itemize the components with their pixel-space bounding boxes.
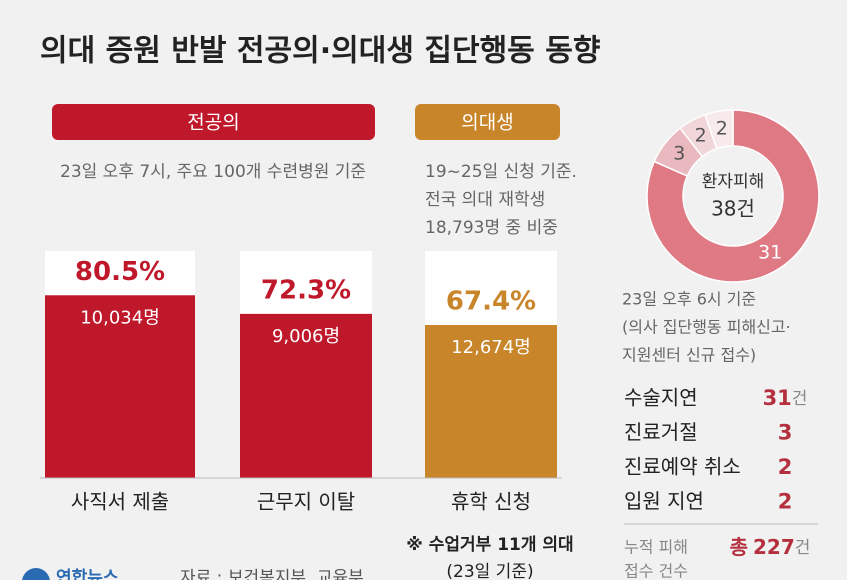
note: ※ 수업거부 11개 의대 [406, 535, 573, 555]
center-value: 38건 [711, 197, 755, 221]
list-value: 3 [778, 421, 793, 445]
group-caption: 18,793명 중 비중 [425, 218, 558, 238]
donut-slice [646, 109, 820, 283]
total-label: 접수 건수 [624, 562, 688, 580]
list-value: 2 [778, 455, 793, 479]
list-number: 31 [763, 386, 792, 410]
value-label: 67.4% [446, 287, 536, 317]
list-number: 3 [778, 421, 793, 445]
logo: 연합뉴스 [56, 567, 119, 580]
total-prefix: 총 [730, 535, 748, 559]
count-label: 10,034명 [80, 307, 160, 328]
group-banner [415, 104, 560, 140]
group-label: 의대생 [461, 112, 513, 134]
pie-note: 지원센터 신규 접수) [622, 346, 756, 365]
bar [425, 325, 557, 478]
count-label: 12,674명 [451, 337, 531, 358]
bar [45, 295, 195, 478]
category-label: 휴학 신청 [451, 490, 531, 514]
logo-mark [22, 568, 50, 580]
value-label: 72.3% [261, 275, 351, 305]
slice-label: 2 [695, 125, 707, 147]
list-unit: 건 [792, 389, 808, 409]
total-label: 누적 피해 [624, 538, 688, 557]
list-label: 입원 지연 [624, 489, 704, 513]
list-value: 31건 [763, 386, 808, 410]
slice-label: 31 [758, 241, 782, 263]
category-label: 근무지 이탈 [257, 490, 355, 514]
list-label: 진료거절 [624, 420, 698, 444]
donut-slice [704, 109, 734, 150]
source: 자료 : 보건복지부, 교육부 [180, 568, 364, 580]
group-caption: 전국 의대 재학생 [425, 190, 545, 210]
list-number: 2 [778, 455, 793, 479]
pie-note: (의사 집단행동 피해신고· [622, 318, 791, 337]
group-label: 전공의 [187, 112, 239, 134]
group-caption: 23일 오후 7시, 주요 100개 수련병원 기준 [60, 162, 366, 182]
count-label: 9,006명 [272, 326, 340, 347]
slice-label: 2 [716, 117, 728, 139]
list-number: 2 [778, 490, 793, 514]
pie-note: 23일 오후 6시 기준 [622, 290, 756, 309]
bar [240, 313, 372, 478]
list-label: 수술지연 [624, 386, 698, 410]
category-label: 사직서 제출 [71, 490, 169, 514]
title: 의대 증원 반발 전공의·의대생 집단행동 동향 [40, 34, 600, 69]
slice-label: 3 [673, 143, 685, 165]
total-number: 227 [753, 535, 795, 559]
center-label: 환자피해 [702, 172, 765, 192]
total-unit: 건 [795, 538, 811, 558]
total-value: 총 227건 [730, 535, 811, 559]
list-label: 진료예약 취소 [624, 455, 741, 479]
list-value: 2 [778, 490, 793, 514]
note: (23일 기준) [446, 562, 533, 580]
group-banner [52, 104, 375, 140]
value-label: 80.5% [75, 257, 165, 287]
group-caption: 19~25일 신청 기준. [425, 162, 577, 182]
